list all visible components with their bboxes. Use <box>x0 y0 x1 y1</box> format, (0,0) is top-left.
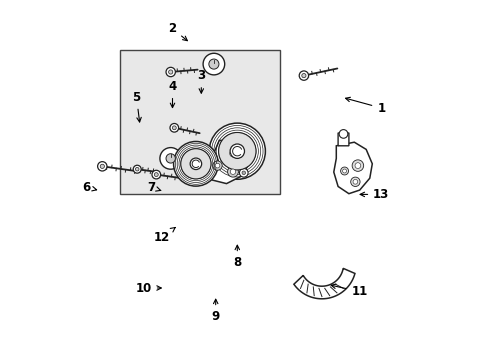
Circle shape <box>168 70 172 74</box>
Polygon shape <box>293 268 354 299</box>
Text: 4: 4 <box>168 80 176 108</box>
Text: 5: 5 <box>132 91 141 122</box>
Circle shape <box>154 173 158 176</box>
Circle shape <box>172 126 176 130</box>
Text: 7: 7 <box>146 181 161 194</box>
Text: 11: 11 <box>330 284 367 298</box>
Circle shape <box>350 177 359 186</box>
Circle shape <box>218 132 256 170</box>
Text: 10: 10 <box>135 282 161 294</box>
Polygon shape <box>333 142 371 194</box>
Circle shape <box>190 158 201 170</box>
Circle shape <box>239 168 247 177</box>
Circle shape <box>173 141 218 186</box>
Circle shape <box>100 164 104 168</box>
Circle shape <box>339 130 347 138</box>
Circle shape <box>212 161 222 170</box>
Text: 1: 1 <box>345 97 385 114</box>
Circle shape <box>230 144 244 158</box>
Circle shape <box>340 167 348 175</box>
Circle shape <box>181 149 211 179</box>
Circle shape <box>352 180 357 184</box>
Text: 6: 6 <box>82 181 97 194</box>
Circle shape <box>98 162 107 171</box>
Circle shape <box>203 53 224 75</box>
Circle shape <box>230 169 235 174</box>
Text: 8: 8 <box>233 245 241 269</box>
Circle shape <box>242 171 245 175</box>
Circle shape <box>152 170 160 179</box>
Circle shape <box>170 123 178 132</box>
Text: 2: 2 <box>168 22 187 41</box>
Circle shape <box>166 67 175 77</box>
Circle shape <box>354 163 360 168</box>
Circle shape <box>301 73 305 78</box>
Circle shape <box>229 150 236 157</box>
Circle shape <box>342 169 346 173</box>
Text: 3: 3 <box>197 69 205 93</box>
Circle shape <box>226 147 239 160</box>
Polygon shape <box>208 140 249 184</box>
Circle shape <box>299 71 308 80</box>
Circle shape <box>166 154 175 163</box>
Circle shape <box>133 165 141 173</box>
Circle shape <box>227 166 238 177</box>
Circle shape <box>215 163 220 168</box>
Polygon shape <box>337 131 348 146</box>
Circle shape <box>160 148 181 169</box>
Text: 12: 12 <box>153 228 175 244</box>
Circle shape <box>208 59 219 69</box>
Text: 9: 9 <box>211 299 220 323</box>
Circle shape <box>351 160 363 171</box>
Circle shape <box>209 123 265 179</box>
Text: 13: 13 <box>359 188 388 201</box>
Bar <box>120 50 280 194</box>
Circle shape <box>135 167 139 171</box>
